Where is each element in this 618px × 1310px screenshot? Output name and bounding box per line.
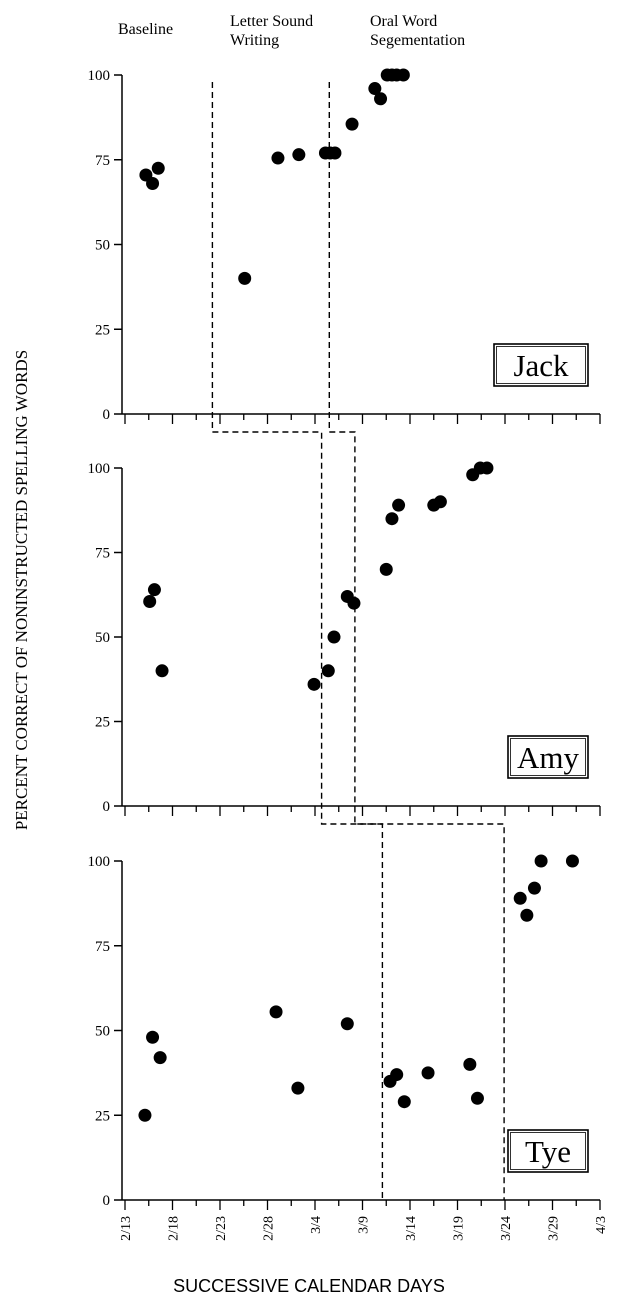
x-tick-label: 3/24 xyxy=(499,1216,514,1241)
y-tick-label: 75 xyxy=(95,153,110,169)
data-point xyxy=(328,146,342,160)
data-point xyxy=(534,854,548,868)
data-point xyxy=(565,854,579,868)
data-point xyxy=(520,908,534,922)
data-point xyxy=(340,1017,354,1031)
data-point xyxy=(138,1108,152,1122)
y-tick-label: 0 xyxy=(103,799,111,815)
y-tick-label: 25 xyxy=(95,322,110,338)
x-tick-label: 2/18 xyxy=(167,1216,182,1241)
participant-name: Amy xyxy=(517,740,580,775)
data-point xyxy=(433,495,447,509)
x-tick-label: 4/3 xyxy=(594,1216,609,1234)
y-tick-label: 75 xyxy=(95,546,110,562)
data-point xyxy=(321,664,335,678)
data-point xyxy=(392,498,406,512)
data-point xyxy=(307,677,321,691)
data-point xyxy=(147,583,161,597)
data-point xyxy=(271,151,285,165)
data-point xyxy=(396,68,410,82)
data-point xyxy=(470,1091,484,1105)
data-point xyxy=(291,1081,305,1095)
participant-name-box-inner xyxy=(510,1132,586,1170)
phase-change-line xyxy=(328,82,505,1200)
participant-name-box xyxy=(507,735,589,779)
data-point xyxy=(238,271,252,285)
data-point xyxy=(269,1005,283,1019)
data-point xyxy=(143,595,157,609)
y-tick-label: 0 xyxy=(103,407,111,423)
data-point xyxy=(345,117,359,131)
y-tick-label: 25 xyxy=(95,1108,110,1124)
data-point xyxy=(151,161,165,175)
x-tick-label: 2/23 xyxy=(214,1216,229,1241)
data-point xyxy=(421,1066,435,1080)
data-point xyxy=(390,1068,404,1082)
participant-name: Jack xyxy=(513,348,569,383)
data-point xyxy=(374,92,388,106)
data-point xyxy=(397,1095,411,1109)
data-point xyxy=(368,82,382,96)
y-tick-label: 50 xyxy=(95,238,110,254)
participant-name-box-inner xyxy=(510,738,586,776)
x-tick-label: 3/4 xyxy=(309,1216,324,1234)
data-point xyxy=(527,881,541,895)
data-point xyxy=(379,562,393,576)
data-point xyxy=(146,176,160,190)
participant-name-box-inner xyxy=(496,346,586,384)
data-point xyxy=(153,1051,167,1065)
x-axis-title: SUCCESSIVE CALENDAR DAYS xyxy=(173,1276,445,1296)
y-tick-label: 50 xyxy=(95,630,110,646)
y-tick-label: 0 xyxy=(103,1193,111,1209)
data-point xyxy=(385,512,399,526)
data-point xyxy=(155,664,169,678)
participant-name-box xyxy=(493,343,589,387)
y-tick-label: 100 xyxy=(88,461,111,477)
participant-name: Tye xyxy=(525,1134,571,1169)
data-point xyxy=(327,630,341,644)
data-point xyxy=(513,891,527,905)
y-tick-label: 50 xyxy=(95,1024,110,1040)
phase-label-oral-word-segmentation: Oral Word Segementation xyxy=(370,13,466,49)
data-point xyxy=(463,1057,477,1071)
y-tick-label: 100 xyxy=(88,854,111,870)
x-tick-label: 3/14 xyxy=(404,1216,419,1241)
phase-label-baseline: Baseline xyxy=(118,21,174,38)
participant-name-box xyxy=(507,1129,589,1173)
data-point xyxy=(292,148,306,162)
data-point xyxy=(146,1030,160,1044)
x-tick-label: 3/19 xyxy=(452,1216,467,1241)
y-tick-label: 25 xyxy=(95,715,110,731)
phase-change-line xyxy=(211,82,384,1200)
y-tick-label: 75 xyxy=(95,939,110,955)
phase-label-letter-sound-writing: Letter Sound Writing xyxy=(230,13,314,49)
y-tick-label: 100 xyxy=(88,68,111,84)
x-tick-label: 3/29 xyxy=(547,1216,562,1241)
data-point xyxy=(347,596,361,610)
x-tick-label: 2/28 xyxy=(262,1216,277,1241)
x-tick-label: 2/13 xyxy=(119,1216,134,1241)
x-tick-label: 3/9 xyxy=(357,1216,372,1234)
data-point xyxy=(480,461,494,475)
